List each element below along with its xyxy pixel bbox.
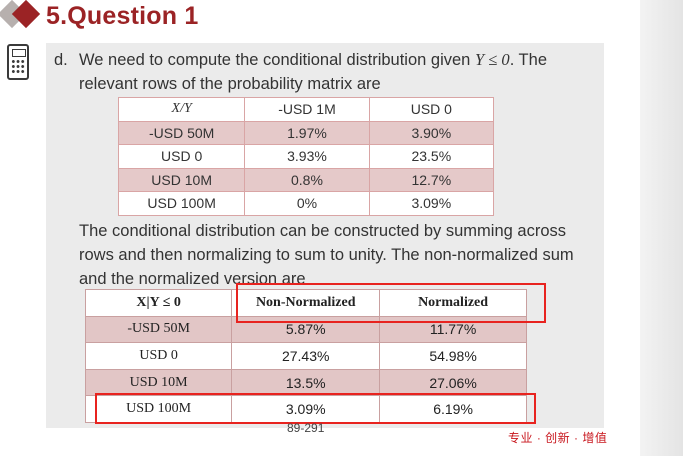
- footer-brand-slogan: 专业 · 创新 · 增值: [508, 431, 608, 445]
- highlight-box-last-row: [95, 393, 536, 424]
- intro-line-1: We need to compute the conditional distr…: [79, 48, 547, 72]
- right-edge-strip: [640, 0, 683, 456]
- table-cell: 3.09%: [231, 395, 381, 423]
- table-cell: USD 10M: [84, 368, 233, 397]
- table-header-cell: X/Y: [117, 97, 246, 122]
- table-header-row: X|Y ≤ 0 Non-Normalized Normalized: [84, 289, 527, 317]
- table-header-cell: -USD 1M: [244, 97, 370, 122]
- table-header-row: X/Y -USD 1M USD 0: [117, 97, 495, 122]
- calculator-screen: [12, 49, 26, 57]
- table-cell: 54.98%: [379, 342, 527, 370]
- intro-line-2: relevant rows of the probability matrix …: [79, 75, 381, 93]
- table-row: USD 10M 0.8% 12.7%: [117, 167, 495, 192]
- table-cell: 0%: [244, 191, 370, 216]
- table-cell: 3.93%: [244, 144, 370, 169]
- table-row: USD 10M 13.5% 27.06%: [84, 368, 527, 397]
- answer-marker: d.: [54, 51, 68, 69]
- calculator-keys: [11, 59, 25, 74]
- table-row: USD 0 27.43% 54.98%: [84, 342, 527, 370]
- table-cell: USD 0: [117, 144, 246, 169]
- table-cell: 1.97%: [244, 120, 370, 145]
- table-cell: 13.5%: [231, 368, 381, 397]
- table-header-cell: Normalized: [379, 289, 527, 317]
- table-row: USD 100M 3.09% 6.19%: [84, 395, 527, 423]
- table-cell: 5.87%: [231, 315, 381, 344]
- highlight-box-header: [236, 283, 546, 323]
- table-header-cell: USD 0: [368, 97, 495, 122]
- slide-header: 5.Question 1: [0, 0, 640, 32]
- table-cell: -USD 50M: [117, 120, 246, 145]
- intro-math: Y ≤ 0: [474, 50, 510, 69]
- table-row: -USD 50M 1.97% 3.90%: [117, 120, 495, 145]
- middle-line-1: The conditional distribution can be cons…: [79, 222, 566, 240]
- table-row: USD 0 3.93% 23.5%: [117, 144, 495, 169]
- table-cell: 27.43%: [231, 342, 381, 370]
- table-cell: 12.7%: [368, 167, 495, 192]
- table-cell: 0.8%: [244, 167, 370, 192]
- table-cell: USD 0: [84, 342, 233, 370]
- table-cell: USD 100M: [117, 191, 246, 216]
- intro-line-1-end: . The: [509, 51, 547, 69]
- table-cell: USD 100M: [84, 395, 233, 423]
- calculator-icon: [7, 44, 29, 80]
- table-cell: -USD 50M: [84, 315, 233, 344]
- table-cell: 23.5%: [368, 144, 495, 169]
- table-cell: 6.19%: [379, 395, 527, 423]
- intro-line-1-text: We need to compute the conditional distr…: [79, 51, 475, 69]
- table-cell: 27.06%: [379, 368, 527, 397]
- table-cell: 11.77%: [379, 315, 527, 344]
- table-row: -USD 50M 5.87% 11.77%: [84, 315, 527, 344]
- page-number: 89-291: [287, 421, 325, 435]
- probability-matrix-table: X/Y -USD 1M USD 0 -USD 50M 1.97% 3.90% U…: [117, 97, 495, 216]
- table-header-cell: X|Y ≤ 0: [84, 289, 233, 317]
- table-cell: 3.90%: [368, 120, 495, 145]
- slide-title: 5.Question 1: [46, 2, 199, 30]
- table-cell: USD 10M: [117, 167, 246, 192]
- conditional-distribution-table: X|Y ≤ 0 Non-Normalized Normalized -USD 5…: [84, 289, 527, 423]
- middle-line-2: rows and then normalizing to sum to unit…: [79, 246, 574, 264]
- table-cell: 3.09%: [368, 191, 495, 216]
- table-row: USD 100M 0% 3.09%: [117, 191, 495, 216]
